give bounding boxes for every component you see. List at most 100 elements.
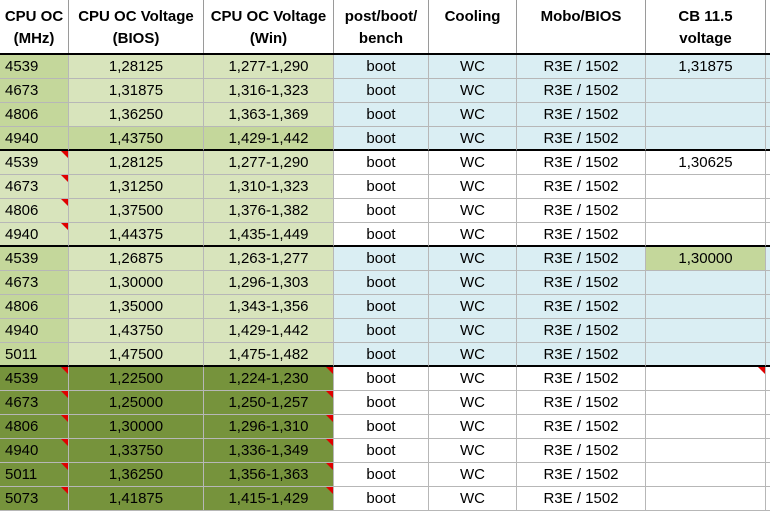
cpu-oc-mhz-cell[interactable]: 5073	[0, 487, 69, 511]
voltage-win-cell[interactable]: 1,296-1,303	[204, 271, 334, 295]
comment-indicator-icon[interactable]	[61, 415, 68, 422]
cpu-oc-mhz-cell[interactable]: 4539	[0, 367, 69, 391]
cpu-oc-mhz-cell[interactable]: 4940	[0, 439, 69, 463]
cpu-oc-mhz-cell[interactable]: 4940	[0, 319, 69, 343]
next-column-cell[interactable]	[766, 247, 770, 271]
boot-status-cell[interactable]: boot	[334, 55, 429, 79]
next-column-cell[interactable]	[766, 295, 770, 319]
next-column-cell[interactable]	[766, 463, 770, 487]
voltage-win-cell[interactable]: 1,316-1,323	[204, 79, 334, 103]
boot-status-cell[interactable]: boot	[334, 199, 429, 223]
cb-voltage-cell[interactable]	[646, 415, 766, 439]
next-column-cell[interactable]	[766, 199, 770, 223]
boot-status-cell[interactable]: boot	[334, 223, 429, 247]
voltage-bios-cell[interactable]: 1,28125	[69, 151, 204, 175]
cpu-oc-mhz-cell[interactable]: 4673	[0, 175, 69, 199]
next-column-cell[interactable]	[766, 487, 770, 511]
voltage-bios-cell[interactable]: 1,31250	[69, 175, 204, 199]
cb-voltage-cell[interactable]: 1,30625	[646, 151, 766, 175]
boot-status-cell[interactable]: boot	[334, 175, 429, 199]
mobo-bios-cell[interactable]: R3E / 1502	[517, 79, 646, 103]
voltage-win-cell[interactable]: 1,224-1,230	[204, 367, 334, 391]
boot-status-cell[interactable]: boot	[334, 439, 429, 463]
cpu-oc-mhz-cell[interactable]: 4806	[0, 199, 69, 223]
boot-status-cell[interactable]: boot	[334, 247, 429, 271]
boot-status-cell[interactable]: boot	[334, 343, 429, 367]
mobo-bios-cell[interactable]: R3E / 1502	[517, 295, 646, 319]
mobo-bios-cell[interactable]: R3E / 1502	[517, 271, 646, 295]
cpu-oc-mhz-cell[interactable]: 4806	[0, 103, 69, 127]
boot-status-cell[interactable]: boot	[334, 415, 429, 439]
comment-indicator-icon[interactable]	[61, 199, 68, 206]
voltage-win-cell[interactable]: 1,376-1,382	[204, 199, 334, 223]
cpu-oc-mhz-cell[interactable]: 4673	[0, 271, 69, 295]
cpu-oc-mhz-cell[interactable]: 4539	[0, 151, 69, 175]
voltage-win-cell[interactable]: 1,277-1,290	[204, 55, 334, 79]
voltage-win-cell[interactable]: 1,429-1,442	[204, 319, 334, 343]
comment-indicator-icon[interactable]	[61, 487, 68, 494]
cb-voltage-cell[interactable]	[646, 343, 766, 367]
mobo-bios-cell[interactable]: R3E / 1502	[517, 439, 646, 463]
comment-indicator-icon[interactable]	[61, 439, 68, 446]
cooling-cell[interactable]: WC	[429, 415, 517, 439]
cooling-cell[interactable]: WC	[429, 463, 517, 487]
voltage-win-cell[interactable]: 1,310-1,323	[204, 175, 334, 199]
voltage-bios-cell[interactable]: 1,26875	[69, 247, 204, 271]
cb-voltage-cell[interactable]: 1,30000	[646, 247, 766, 271]
boot-status-cell[interactable]: boot	[334, 79, 429, 103]
cpu-oc-mhz-cell[interactable]: 4673	[0, 79, 69, 103]
comment-indicator-icon[interactable]	[326, 367, 333, 374]
mobo-bios-cell[interactable]: R3E / 1502	[517, 103, 646, 127]
cb-voltage-cell[interactable]	[646, 463, 766, 487]
voltage-win-cell[interactable]: 1,356-1,363	[204, 463, 334, 487]
mobo-bios-cell[interactable]: R3E / 1502	[517, 199, 646, 223]
voltage-bios-cell[interactable]: 1,31875	[69, 79, 204, 103]
cooling-cell[interactable]: WC	[429, 199, 517, 223]
voltage-win-cell[interactable]: 1,363-1,369	[204, 103, 334, 127]
next-column-cell[interactable]	[766, 439, 770, 463]
voltage-win-cell[interactable]: 1,415-1,429	[204, 487, 334, 511]
cooling-cell[interactable]: WC	[429, 271, 517, 295]
cooling-cell[interactable]: WC	[429, 487, 517, 511]
next-column-cell[interactable]	[766, 415, 770, 439]
comment-indicator-icon[interactable]	[61, 463, 68, 470]
comment-indicator-icon[interactable]	[326, 487, 333, 494]
voltage-win-cell[interactable]: 1,343-1,356	[204, 295, 334, 319]
mobo-bios-cell[interactable]: R3E / 1502	[517, 415, 646, 439]
mobo-bios-cell[interactable]: R3E / 1502	[517, 127, 646, 151]
cooling-cell[interactable]: WC	[429, 367, 517, 391]
cb-voltage-cell[interactable]	[646, 103, 766, 127]
cpu-oc-mhz-cell[interactable]: 4539	[0, 55, 69, 79]
header-post-boot-bench[interactable]: post/boot/ bench	[334, 0, 429, 53]
cooling-cell[interactable]: WC	[429, 175, 517, 199]
voltage-bios-cell[interactable]: 1,37500	[69, 199, 204, 223]
header-cb-voltage[interactable]: CB 11.5 voltage	[646, 0, 766, 53]
comment-indicator-icon[interactable]	[326, 391, 333, 398]
boot-status-cell[interactable]: boot	[334, 391, 429, 415]
cpu-oc-mhz-cell[interactable]: 5011	[0, 343, 69, 367]
mobo-bios-cell[interactable]: R3E / 1502	[517, 247, 646, 271]
cpu-oc-mhz-cell[interactable]: 5011	[0, 463, 69, 487]
voltage-bios-cell[interactable]: 1,30000	[69, 415, 204, 439]
comment-indicator-icon[interactable]	[61, 391, 68, 398]
cooling-cell[interactable]: WC	[429, 55, 517, 79]
cpu-oc-mhz-cell[interactable]: 4673	[0, 391, 69, 415]
boot-status-cell[interactable]: boot	[334, 319, 429, 343]
cooling-cell[interactable]: WC	[429, 127, 517, 151]
next-column-cell[interactable]	[766, 391, 770, 415]
header-cpu-oc-mhz[interactable]: CPU OC (MHz)	[0, 0, 69, 53]
voltage-win-cell[interactable]: 1,250-1,257	[204, 391, 334, 415]
next-column-cell[interactable]	[766, 319, 770, 343]
cooling-cell[interactable]: WC	[429, 295, 517, 319]
cpu-oc-mhz-cell[interactable]: 4806	[0, 415, 69, 439]
voltage-win-cell[interactable]: 1,277-1,290	[204, 151, 334, 175]
header-mobo-bios[interactable]: Mobo/BIOS	[517, 0, 646, 53]
comment-indicator-icon[interactable]	[61, 175, 68, 182]
cb-voltage-cell[interactable]	[646, 295, 766, 319]
cooling-cell[interactable]: WC	[429, 439, 517, 463]
cooling-cell[interactable]: WC	[429, 319, 517, 343]
boot-status-cell[interactable]: boot	[334, 295, 429, 319]
boot-status-cell[interactable]: boot	[334, 367, 429, 391]
next-column-cell[interactable]	[766, 367, 770, 391]
voltage-bios-cell[interactable]: 1,33750	[69, 439, 204, 463]
